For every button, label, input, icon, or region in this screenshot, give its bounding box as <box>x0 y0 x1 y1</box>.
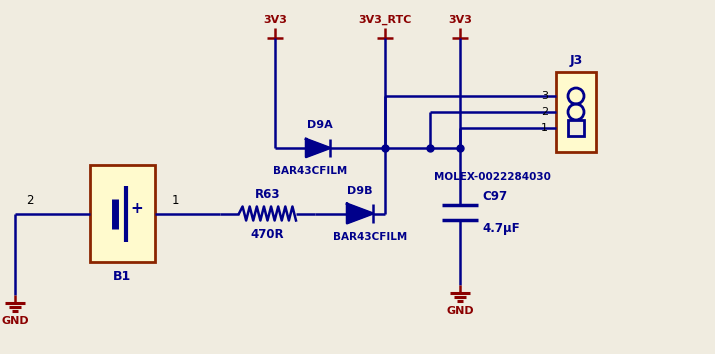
Polygon shape <box>306 139 330 157</box>
Bar <box>90 165 155 262</box>
Text: BAR43CFILM: BAR43CFILM <box>333 232 407 241</box>
Text: 3V3: 3V3 <box>263 15 287 25</box>
Text: D9B: D9B <box>347 185 373 195</box>
Text: 2: 2 <box>541 107 548 117</box>
Text: B1: B1 <box>114 270 132 283</box>
Text: 1: 1 <box>541 123 548 133</box>
Text: +: + <box>130 201 143 216</box>
Text: 4.7μF: 4.7μF <box>482 222 520 235</box>
Text: MOLEX-0022284030: MOLEX-0022284030 <box>434 172 551 182</box>
Text: 3: 3 <box>541 91 548 101</box>
Text: 1: 1 <box>172 194 179 207</box>
Text: R63: R63 <box>255 188 280 201</box>
Bar <box>556 72 596 152</box>
Polygon shape <box>347 204 373 223</box>
Text: GND: GND <box>446 306 474 316</box>
Text: 3V3: 3V3 <box>448 15 472 25</box>
Text: D9A: D9A <box>307 120 333 130</box>
Text: 470R: 470R <box>251 228 285 240</box>
Bar <box>568 120 584 136</box>
Text: 3V3_RTC: 3V3_RTC <box>358 15 412 25</box>
Text: GND: GND <box>1 316 29 326</box>
Text: J3: J3 <box>569 54 583 67</box>
Text: 2: 2 <box>26 194 34 207</box>
Text: C97: C97 <box>482 190 507 203</box>
Text: BAR43CFILM: BAR43CFILM <box>273 166 347 176</box>
